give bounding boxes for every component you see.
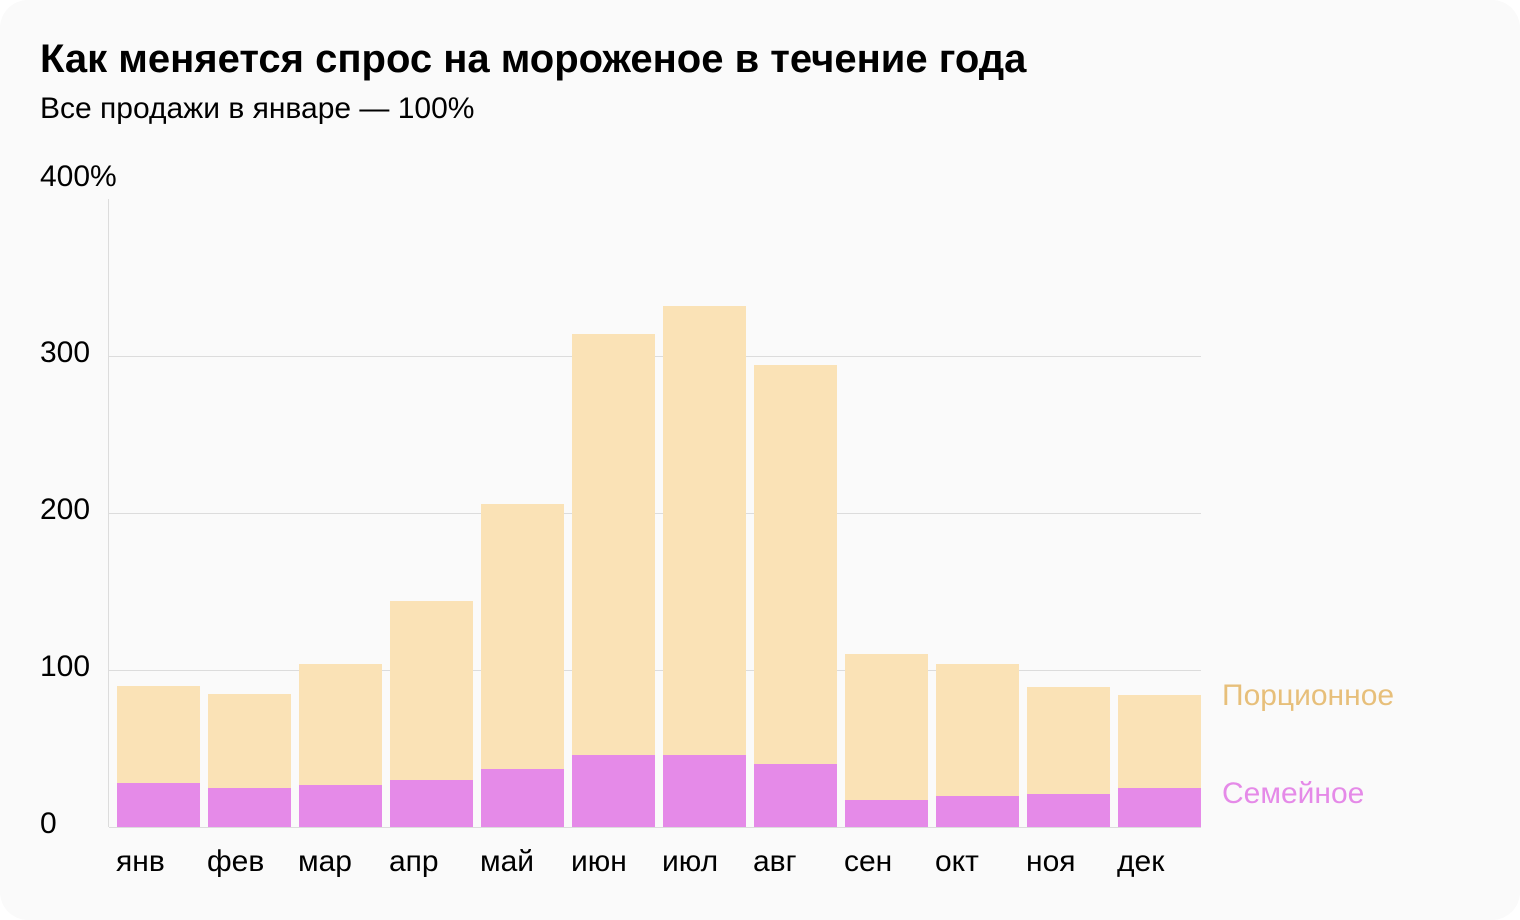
x-axis-tick-label: июл xyxy=(662,845,718,879)
bar-segment-portion xyxy=(390,601,473,780)
bar-segment-family xyxy=(936,796,1019,827)
bar-segment-portion xyxy=(1027,687,1110,794)
bar-segment-portion xyxy=(936,664,1019,796)
chart-title: Как меняется спрос на мороженое в течени… xyxy=(40,36,1480,82)
bar-group xyxy=(754,199,837,827)
x-axis-tick-label: окт xyxy=(935,845,979,879)
bar-segment-portion xyxy=(845,654,928,800)
bar-segment-portion xyxy=(663,306,746,755)
bar-group xyxy=(299,199,382,827)
legend-label-portion: Порционное xyxy=(1222,679,1394,713)
chart-subtitle: Все продажи в январе — 100% xyxy=(40,92,1480,126)
x-axis-tick-label: сен xyxy=(844,845,892,879)
bar-segment-portion xyxy=(572,334,655,755)
bar-group xyxy=(117,199,200,827)
bar-segment-family xyxy=(845,800,928,827)
x-axis-tick-label: мар xyxy=(298,845,352,879)
x-axis-tick-label: дек xyxy=(1117,845,1164,879)
bar-segment-family xyxy=(754,764,837,827)
bar-group xyxy=(208,199,291,827)
chart-card: Как меняется спрос на мороженое в течени… xyxy=(0,0,1520,920)
x-axis-tick-label: май xyxy=(480,845,534,879)
bar-segment-family xyxy=(1027,794,1110,827)
legend-label-family: Семейное xyxy=(1222,777,1364,811)
bar-segment-family xyxy=(117,783,200,827)
bar-group xyxy=(572,199,655,827)
x-axis-tick-label: фев xyxy=(207,845,264,879)
bar-segment-family xyxy=(390,780,473,827)
bar-segment-family xyxy=(663,755,746,827)
x-axis-tick-label: ноя xyxy=(1026,845,1076,879)
bar-group xyxy=(663,199,746,827)
bar-segment-family xyxy=(299,785,382,827)
bar-segment-portion xyxy=(481,504,564,769)
bar-segment-family xyxy=(481,769,564,827)
y-axis-top-label: 400% xyxy=(40,160,117,194)
y-axis-tick-label: 0 xyxy=(40,807,57,841)
chart-area: 400% Порционное Семейное 0 100 200 300 янв фе… xyxy=(40,160,1480,887)
x-axis-tick-label: апр xyxy=(389,845,439,879)
y-axis-tick-label: 200 xyxy=(40,493,90,527)
bar-segment-portion xyxy=(1118,695,1201,788)
bar-segment-family xyxy=(1118,788,1201,827)
bar-segment-portion xyxy=(208,694,291,788)
bar-segment-portion xyxy=(754,365,837,764)
bar-group xyxy=(1027,199,1110,827)
bar-segment-family xyxy=(208,788,291,827)
bar-group xyxy=(481,199,564,827)
x-axis-tick-label: июн xyxy=(571,845,627,879)
bar-segment-family xyxy=(572,755,655,827)
bar-group xyxy=(936,199,1019,827)
y-axis-tick-label: 300 xyxy=(40,336,90,370)
x-axis-tick-label: янв xyxy=(116,845,165,879)
plot-area xyxy=(108,199,1201,827)
bar-segment-portion xyxy=(299,664,382,785)
x-axis-tick-label: авг xyxy=(753,845,797,879)
bar-group xyxy=(390,199,473,827)
bar-group xyxy=(845,199,928,827)
bar-segment-portion xyxy=(117,686,200,783)
bar-group xyxy=(1118,199,1201,827)
grid-line xyxy=(109,827,1201,828)
y-axis-tick-label: 100 xyxy=(40,650,90,684)
